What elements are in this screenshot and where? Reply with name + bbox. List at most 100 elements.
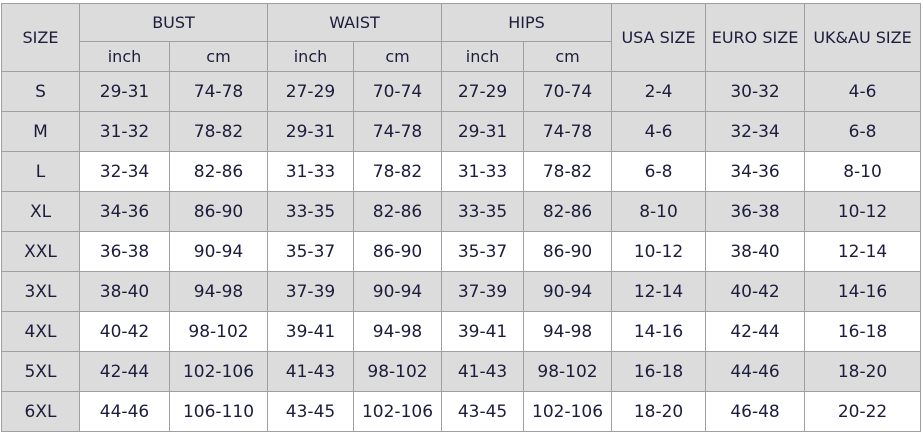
value-cell: 42-44: [79, 351, 170, 392]
value-cell: 78-82: [352, 151, 443, 192]
value-cell: 18-20: [611, 391, 707, 432]
table-header: SIZE BUST WAIST HIPS USA SIZE EURO SIZE …: [1, 3, 922, 72]
size-cell: XL: [1, 191, 80, 232]
value-cell: 86-90: [523, 231, 613, 272]
table-row: 6XL 44-46 106-110 43-45 102-106 43-45 102-106 1…: [1, 391, 922, 432]
value-cell: 33-35: [441, 191, 525, 232]
value-cell: 86-90: [352, 231, 443, 272]
value-cell: 27-29: [267, 71, 354, 112]
size-cell: 3XL: [1, 271, 80, 312]
value-cell: 29-31: [267, 111, 354, 152]
table-row: XL 34-36 86-90 33-35 82-86 33-35 82-86 8-10 36-3…: [1, 191, 922, 232]
value-cell: 4-6: [611, 111, 707, 152]
value-cell: 74-78: [169, 71, 268, 112]
table-row: 3XL 38-40 94-98 37-39 90-94 37-39 90-94 12-14 40…: [1, 271, 922, 312]
value-cell: 36-38: [79, 231, 170, 272]
header-cell: SIZE: [1, 3, 80, 72]
value-cell: 94-98: [352, 311, 443, 352]
header-cell: EURO SIZE: [705, 3, 806, 72]
value-cell: 40-42: [705, 271, 806, 312]
value-cell: 86-90: [169, 191, 268, 232]
value-cell: 102-106: [169, 351, 268, 392]
value-cell: 39-41: [441, 311, 525, 352]
value-cell: 102-106: [523, 391, 613, 432]
table-row: 5XL 42-44 102-106 41-43 98-102 41-43 98-102 16-…: [1, 351, 922, 392]
value-cell: 29-31: [441, 111, 525, 152]
value-cell: 12-14: [611, 271, 707, 312]
size-cell: XXL: [1, 231, 80, 272]
value-cell: 82-86: [523, 191, 613, 232]
value-cell: 12-14: [804, 231, 922, 272]
value-cell: 106-110: [169, 391, 268, 432]
size-cell: 6XL: [1, 391, 80, 432]
value-cell: 42-44: [705, 311, 806, 352]
value-cell: 31-32: [79, 111, 170, 152]
value-cell: 37-39: [267, 271, 354, 312]
value-cell: 37-39: [441, 271, 525, 312]
value-cell: 33-35: [267, 191, 354, 232]
value-cell: 35-37: [267, 231, 354, 272]
header-row: SIZE BUST WAIST HIPS USA SIZE EURO SIZE …: [1, 3, 922, 72]
value-cell: 78-82: [523, 151, 613, 192]
size-chart: SIZE BUST WAIST HIPS USA SIZE EURO SIZE …: [1, 3, 922, 432]
table-row: M 31-32 78-82 29-31 74-78 29-31 74-78 4-6 32-34 6…: [1, 111, 922, 152]
value-cell: 70-74: [523, 71, 613, 112]
value-cell: 90-94: [352, 271, 443, 312]
value-cell: 10-12: [611, 231, 707, 272]
value-cell: 38-40: [79, 271, 170, 312]
header-cell: BUST: [79, 3, 268, 42]
size-cell: L: [1, 151, 80, 192]
value-cell: 43-45: [267, 391, 354, 432]
table-body: S 29-31 74-78 27-29 70-74 27-29 70-74 2-4 30-32 4…: [1, 71, 922, 432]
value-cell: 8-10: [804, 151, 922, 192]
value-cell: 8-10: [611, 191, 707, 232]
value-cell: 10-12: [804, 191, 922, 232]
table-row: XXL 36-38 90-94 35-37 86-90 35-37 86-90 10-12 38…: [1, 231, 922, 272]
value-cell: 40-42: [79, 311, 170, 352]
value-cell: 74-78: [523, 111, 613, 152]
value-cell: 14-16: [804, 271, 922, 312]
value-cell: 31-33: [267, 151, 354, 192]
value-cell: 35-37: [441, 231, 525, 272]
value-cell: 44-46: [705, 351, 806, 392]
value-cell: 34-36: [79, 191, 170, 232]
value-cell: 78-82: [169, 111, 268, 152]
value-cell: 6-8: [611, 151, 707, 192]
value-cell: 70-74: [352, 71, 443, 112]
value-cell: 94-98: [169, 271, 268, 312]
value-cell: 41-43: [267, 351, 354, 392]
value-cell: 82-86: [169, 151, 268, 192]
value-cell: 39-41: [267, 311, 354, 352]
value-cell: 90-94: [523, 271, 613, 312]
unit-cell: inch: [441, 41, 525, 72]
value-cell: 41-43: [441, 351, 525, 392]
table-row: S 29-31 74-78 27-29 70-74 27-29 70-74 2-4 30-32 4…: [1, 71, 922, 112]
value-cell: 29-31: [79, 71, 170, 112]
header-row: inch cm inch cm inch cm: [2, 41, 921, 72]
value-cell: 98-102: [352, 351, 443, 392]
unit-cell: inch: [267, 41, 354, 72]
header-cell: USA SIZE: [611, 3, 707, 72]
value-cell: 16-18: [611, 351, 707, 392]
value-cell: 94-98: [523, 311, 613, 352]
value-cell: 74-78: [352, 111, 443, 152]
value-cell: 32-34: [79, 151, 170, 192]
header-cell: UK&AU SIZE: [804, 3, 922, 72]
value-cell: 14-16: [611, 311, 707, 352]
value-cell: 20-22: [804, 391, 922, 432]
value-cell: 98-102: [169, 311, 268, 352]
unit-cell: inch: [79, 41, 170, 72]
value-cell: 102-106: [352, 391, 443, 432]
header-cell: HIPS: [441, 3, 613, 42]
size-cell: 4XL: [1, 311, 80, 352]
value-cell: 30-32: [705, 71, 806, 112]
value-cell: 31-33: [441, 151, 525, 192]
unit-cell: cm: [352, 41, 443, 72]
value-cell: 18-20: [804, 351, 922, 392]
size-cell: S: [1, 71, 80, 112]
value-cell: 32-34: [705, 111, 806, 152]
value-cell: 90-94: [169, 231, 268, 272]
size-cell: M: [1, 111, 80, 152]
value-cell: 2-4: [611, 71, 707, 112]
